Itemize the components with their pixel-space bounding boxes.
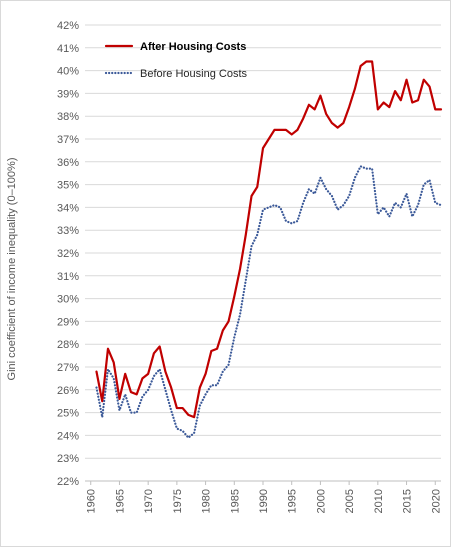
y-tick-label: 25% — [57, 408, 79, 420]
x-tick-label: 1985 — [229, 489, 241, 513]
y-tick-label: 22% — [57, 476, 79, 488]
x-tick-label: 1960 — [86, 489, 98, 513]
y-tick-label: 42% — [57, 20, 79, 32]
x-tick-label: 1980 — [201, 489, 213, 513]
y-tick-label: 26% — [57, 385, 79, 397]
y-tick-label: 41% — [57, 43, 79, 55]
x-tick-label: 1975 — [172, 489, 184, 513]
y-tick-label: 37% — [57, 134, 79, 146]
y-tick-label: 31% — [57, 271, 79, 283]
y-tick-label: 30% — [57, 294, 79, 306]
legend-label: Before Housing Costs — [140, 68, 247, 80]
x-tick-label: 1995 — [287, 489, 299, 513]
y-tick-label: 39% — [57, 88, 79, 100]
x-tick-label: 2015 — [402, 489, 414, 513]
series-lines — [95, 60, 443, 439]
x-tick-label: 2000 — [315, 489, 327, 513]
legend: After Housing Costs Before Housing Costs — [104, 41, 247, 80]
x-tick-label: 2010 — [373, 489, 385, 513]
y-tick-label: 40% — [57, 66, 79, 78]
y-tick-labels: 22% 23% 24% 25% 26% 27% 28% 29% 30% 31% 32% 33% 34% 3… — [57, 20, 79, 488]
x-tick-label: 2005 — [344, 489, 356, 513]
y-tick-label: 38% — [57, 111, 79, 123]
y-tick-label: 36% — [57, 157, 79, 169]
legend-label: After Housing Costs — [140, 41, 246, 53]
y-tick-label: 29% — [57, 316, 79, 328]
y-tick-label: 23% — [57, 453, 79, 465]
y-tick-label: 34% — [57, 202, 79, 214]
y-tick-label: 35% — [57, 180, 79, 192]
before-housing-costs-line — [95, 165, 443, 439]
y-tick-label: 28% — [57, 339, 79, 351]
gridlines — [85, 24, 441, 482]
y-tick-label: 27% — [57, 362, 79, 374]
y-tick-label: 33% — [57, 225, 79, 237]
x-tick-label: 1965 — [114, 489, 126, 513]
after-housing-costs-line — [95, 60, 443, 419]
x-tick-label: 2020 — [430, 489, 442, 513]
y-tick-label: 32% — [57, 248, 79, 260]
y-tick-label: 24% — [57, 430, 79, 442]
x-tick-label: 1970 — [143, 489, 155, 513]
x-tick-labels: 1960 1965 1970 1975 1980 1985 1990 1995 2000 2005… — [86, 481, 442, 513]
x-tick-label: 1990 — [258, 489, 270, 513]
y-axis-label: Gini coefficient of income inequality (0… — [6, 158, 18, 381]
